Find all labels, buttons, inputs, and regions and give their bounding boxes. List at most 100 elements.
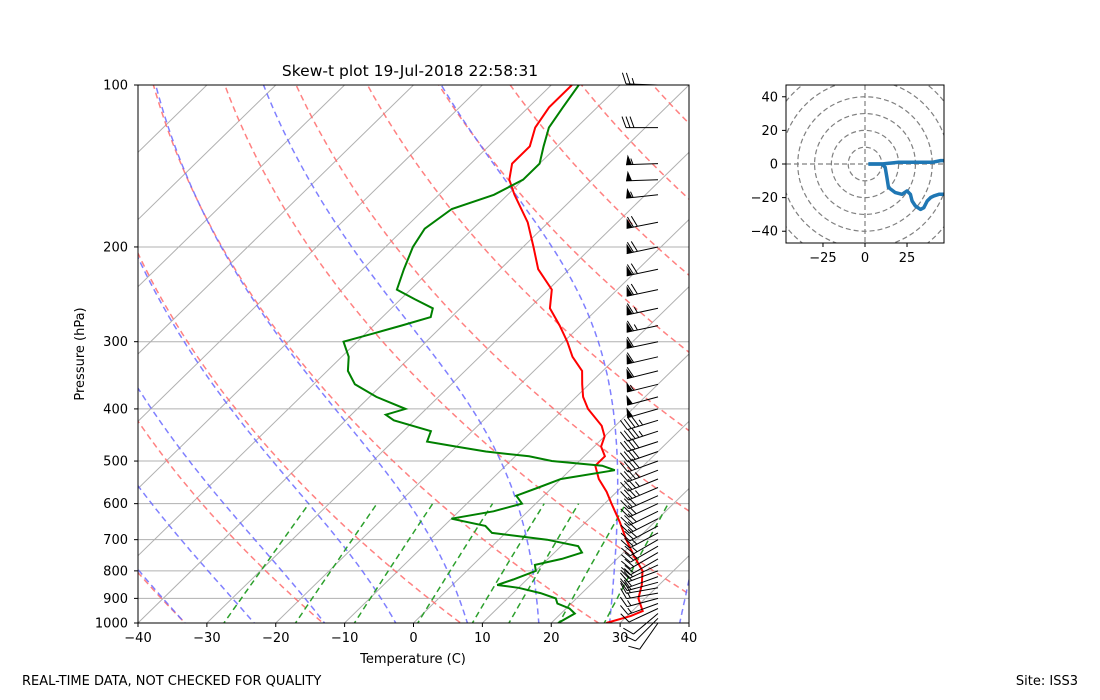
wind-barb xyxy=(626,241,659,255)
isotherm-line xyxy=(746,60,1100,634)
x-tick-label: 20 xyxy=(543,631,560,646)
wind-barb xyxy=(620,458,659,473)
wind-barb xyxy=(620,510,659,526)
hodograph-y-tick-label: −20 xyxy=(751,191,778,206)
wind-barb xyxy=(619,416,659,431)
wind-barb xyxy=(621,558,659,576)
moist-adiabat xyxy=(154,85,469,623)
mixing-ratio-line xyxy=(558,503,627,623)
y-tick-label: 600 xyxy=(103,497,128,512)
y-tick-label: 800 xyxy=(103,564,128,579)
y-tick-label: 500 xyxy=(103,455,128,470)
y-tick-label: 1000 xyxy=(95,617,128,632)
isotherm-line xyxy=(481,420,689,623)
hodograph-y-tick-label: −40 xyxy=(751,225,778,240)
dry-adiabat xyxy=(152,85,600,623)
wind-barb xyxy=(626,303,659,316)
hodograph-trace xyxy=(868,158,944,212)
wind-barb xyxy=(626,187,659,199)
wind-barb xyxy=(626,283,659,297)
wind-barb xyxy=(620,518,659,534)
wind-barb xyxy=(620,503,659,518)
moist-adiabat xyxy=(138,568,186,623)
moist-adiabat xyxy=(138,386,326,623)
x-tick-label: 10 xyxy=(474,631,491,646)
y-tick-label: 900 xyxy=(103,592,128,607)
isotherm-line xyxy=(138,85,277,221)
wind-barb xyxy=(621,72,659,86)
hodograph-lower-trace xyxy=(868,162,944,212)
wind-barb xyxy=(621,116,658,129)
wind-barb xyxy=(626,366,659,380)
x-axis-label: Temperature (C) xyxy=(359,652,466,667)
hodograph-x-tick-label: 25 xyxy=(899,251,916,266)
hodograph-y-tick-label: 20 xyxy=(761,124,778,139)
mixing-ratio-line xyxy=(471,503,545,623)
wind-barb xyxy=(619,448,659,463)
moist-adiabat xyxy=(440,85,619,623)
isotherm-line xyxy=(138,85,621,557)
isotherm-line xyxy=(412,353,689,623)
isotherm-line xyxy=(0,60,26,634)
x-tick-label: −30 xyxy=(193,631,220,646)
wind-barb xyxy=(626,170,659,182)
isotherm-line xyxy=(138,85,689,623)
hodograph-ticks: −25 0 25 40 20 0 −20 −40 xyxy=(751,90,916,266)
wind-barb xyxy=(620,469,659,483)
wind-barb xyxy=(620,603,659,615)
wind-barb xyxy=(620,608,659,623)
hodograph-y-tick-label: 0 xyxy=(770,158,778,173)
isotherm-line xyxy=(206,151,689,623)
wind-barb xyxy=(628,622,659,650)
moist-adiabat xyxy=(262,85,540,623)
wind-barb xyxy=(620,570,659,583)
moist-adiabat xyxy=(678,576,689,623)
x-axis-ticks: −40 −30 −20 −10 0 10 20 30 40 xyxy=(124,623,697,646)
hodograph-upper-trace xyxy=(868,158,944,166)
wind-barb xyxy=(626,336,659,349)
x-tick-label: 30 xyxy=(612,631,629,646)
x-tick-label: −10 xyxy=(331,631,358,646)
moist-adiabats xyxy=(138,85,689,623)
hodograph-rings xyxy=(786,85,944,243)
dry-adiabat xyxy=(138,419,325,623)
y-tick-label: 700 xyxy=(103,533,128,548)
y-tick-label: 200 xyxy=(103,240,128,255)
wind-barb xyxy=(621,539,659,557)
isobar-grid xyxy=(138,85,689,623)
mixing-ratio-line xyxy=(294,503,378,623)
dry-adiabat xyxy=(366,85,689,432)
dry-adiabat xyxy=(701,60,1100,634)
hodograph-x-tick-label: −25 xyxy=(809,251,836,266)
x-tick-label: 40 xyxy=(681,631,698,646)
wind-barb xyxy=(620,495,659,510)
wind-barb xyxy=(626,352,659,365)
isotherm-line xyxy=(815,60,1100,634)
hodograph-x-tick-label: 0 xyxy=(861,251,869,266)
wind-barb xyxy=(621,545,659,563)
temperature-profile xyxy=(508,85,644,623)
dry-adiabats xyxy=(138,60,1100,634)
wind-barb xyxy=(619,438,659,452)
wind-barb xyxy=(620,525,659,542)
y-tick-label: 300 xyxy=(103,335,128,350)
wind-barbs xyxy=(619,72,659,650)
wind-barb xyxy=(619,596,659,608)
sounding-profiles xyxy=(342,85,644,623)
quality-disclaimer: REAL-TIME DATA, NOT CHECKED FOR QUALITY xyxy=(22,674,322,689)
dry-adiabat xyxy=(138,251,462,623)
hodograph-y-tick-label: 40 xyxy=(761,90,778,105)
wind-barb xyxy=(626,263,659,277)
mixing-ratio-line xyxy=(353,503,434,623)
dry-adiabat xyxy=(138,571,187,623)
dry-adiabat xyxy=(651,85,689,125)
hodograph-plot-area xyxy=(786,85,944,243)
dewpoint-profile xyxy=(342,85,616,623)
x-tick-label: −40 xyxy=(124,631,151,646)
mixing-ratio-line xyxy=(508,503,580,623)
wind-barb xyxy=(619,579,659,592)
wind-barb xyxy=(620,487,659,501)
mixing-ratio-line xyxy=(416,503,494,623)
isotherm-line xyxy=(138,85,346,288)
wind-barb xyxy=(626,395,659,406)
